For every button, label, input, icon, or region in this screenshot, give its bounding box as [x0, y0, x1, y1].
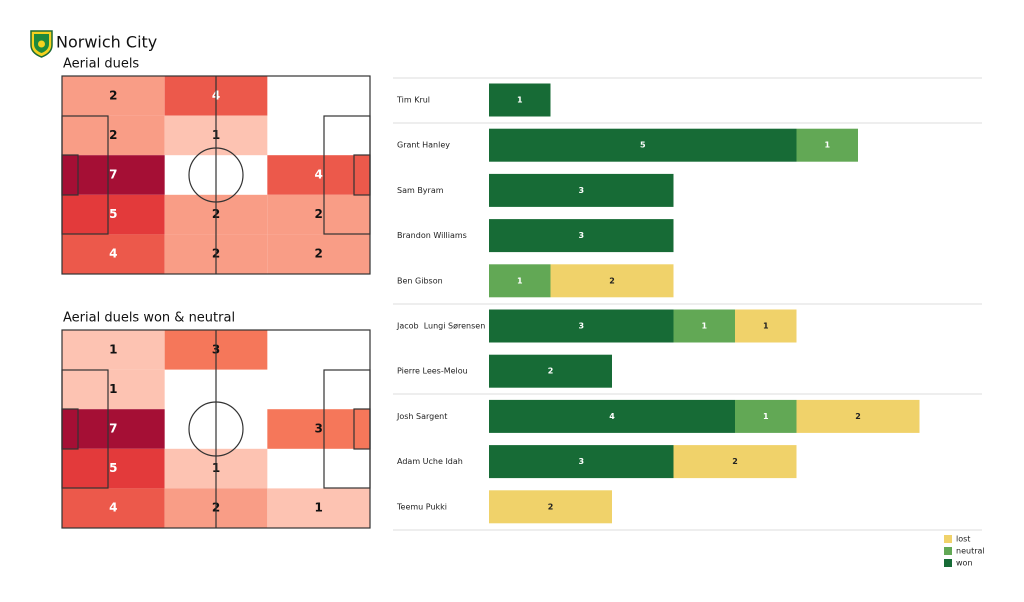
- center-circle: [188, 401, 244, 457]
- cell-label: 7: [109, 168, 117, 182]
- player-name: Teemu Pukki: [396, 502, 447, 511]
- bar-label: 3: [578, 322, 584, 331]
- bar-label: 3: [578, 231, 584, 240]
- bar-segment: [489, 83, 551, 117]
- cell-label: 2: [314, 247, 322, 261]
- bar-segment: [673, 309, 735, 343]
- club-logo: [30, 30, 53, 58]
- six-yard-box: [61, 408, 79, 450]
- bar-segment: [489, 264, 551, 298]
- page-title: Norwich City: [56, 33, 157, 52]
- player-name: Sam Byram: [397, 186, 444, 195]
- six-yard-box: [353, 154, 371, 196]
- bar-segment: [550, 264, 674, 298]
- bar-label: 4: [609, 412, 615, 421]
- bar-label: 1: [517, 96, 523, 105]
- cell-label: 1: [109, 382, 117, 396]
- row-separators: [393, 77, 982, 531]
- heat-cell: [62, 76, 165, 116]
- bar-label: 1: [824, 141, 830, 150]
- player-name: Jacob Lungi Sørensen: [396, 322, 485, 331]
- heat-cell: [267, 409, 370, 449]
- bar-label: 1: [763, 412, 769, 421]
- heat-cell: [62, 115, 165, 156]
- bar-segment: [735, 399, 797, 433]
- heat-cell: [62, 369, 165, 410]
- pitch-lines: [61, 75, 371, 275]
- bar-label: 1: [763, 322, 769, 331]
- player-name: Grant Hanley: [397, 141, 450, 150]
- heat-cell: [62, 155, 165, 195]
- bar-segment: [489, 490, 612, 524]
- heat-cell: [62, 330, 165, 370]
- cell-label: 1: [314, 501, 322, 515]
- player-name: Ben Gibson: [397, 276, 443, 285]
- heat-cell: [267, 194, 370, 235]
- bar-label: 1: [517, 276, 523, 285]
- legend-label: neutral: [956, 547, 985, 556]
- player-name: Pierre Lees-Melou: [397, 367, 468, 376]
- bar-label: 1: [701, 322, 707, 331]
- heat-cell: [62, 234, 165, 274]
- cell-label: 2: [314, 207, 322, 221]
- legend-swatch: [944, 535, 952, 543]
- heat-cell: [267, 488, 370, 528]
- bar-segment: [796, 128, 858, 162]
- heat-cell: [267, 234, 370, 274]
- bar-segment: [735, 309, 797, 343]
- player-name: Josh Sargent: [396, 412, 447, 421]
- bar-segment: [489, 445, 674, 479]
- cell-label: 3: [314, 422, 322, 436]
- six-yard-box: [353, 408, 371, 450]
- bar-label: 3: [578, 186, 584, 195]
- six-yard-box: [61, 154, 79, 196]
- cell-label: 7: [109, 422, 117, 436]
- cell-label: 1: [109, 342, 117, 356]
- legend-swatch: [944, 559, 952, 567]
- legend-swatch: [944, 547, 952, 555]
- cell-label: 5: [109, 461, 117, 475]
- player-name: Brandon Williams: [397, 231, 467, 240]
- cell-label: 4: [109, 247, 117, 261]
- pitch-lines: [61, 329, 371, 529]
- legend-label: won: [956, 559, 973, 568]
- legend-label: lost: [956, 535, 970, 544]
- heat-cell: [62, 448, 165, 489]
- bar-segment: [796, 399, 920, 433]
- cell-label: 4: [109, 501, 117, 515]
- bar-label: 2: [548, 367, 554, 376]
- cell-label: 4: [314, 168, 322, 182]
- player-name: Adam Uche Idah: [397, 457, 463, 466]
- bar-label: 3: [578, 457, 584, 466]
- heat-cell: [62, 194, 165, 235]
- bar-label: 2: [548, 502, 554, 511]
- cell-label: 5: [109, 207, 117, 221]
- heatmap-title: Aerial duels won & neutral: [63, 311, 235, 326]
- bar-label: 2: [732, 457, 738, 466]
- cell-label: 2: [109, 128, 117, 142]
- heat-cell: [62, 409, 165, 449]
- bar-label: 2: [609, 276, 615, 285]
- bar-label: 2: [855, 412, 861, 421]
- player-name: Tim Krul: [396, 96, 430, 105]
- bar-segment: [489, 219, 674, 253]
- bar-segment: [673, 445, 797, 479]
- bar-label: 5: [640, 141, 646, 150]
- bar-segment: [489, 128, 797, 162]
- bar-segment: [489, 399, 735, 433]
- bar-segment: [489, 309, 674, 343]
- cell-label: 2: [109, 88, 117, 102]
- heat-cell: [267, 155, 370, 195]
- heat-cell: [62, 488, 165, 528]
- bar-segment: [489, 173, 674, 207]
- center-circle: [188, 147, 244, 203]
- heatmap-title: Aerial duels: [63, 57, 139, 72]
- bar-segment: [489, 354, 612, 388]
